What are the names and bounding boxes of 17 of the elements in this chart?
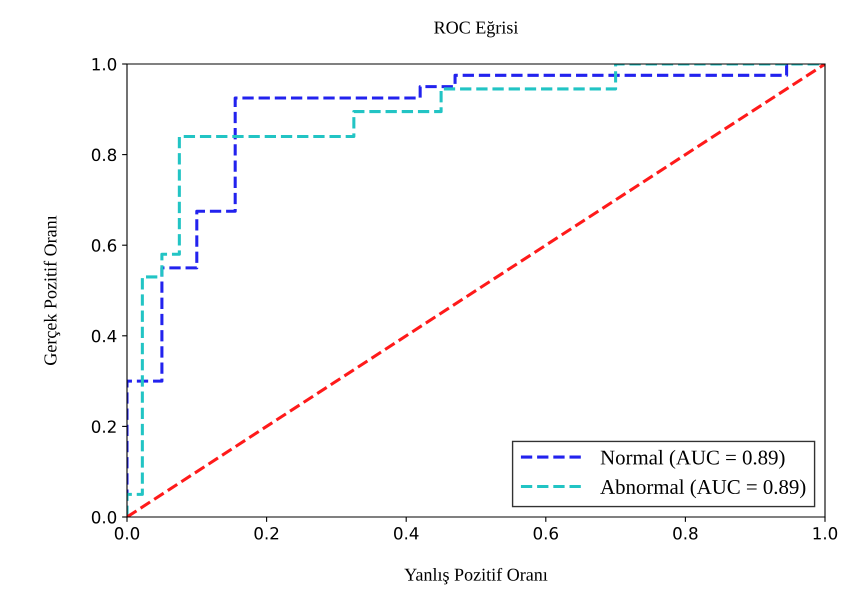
x-tick-label: 0.8 — [673, 527, 698, 540]
x-tick-label: 0.4 — [394, 527, 419, 540]
x-tick-label: 0.0 — [114, 527, 140, 540]
y-tick-label: 0.6 — [92, 239, 116, 252]
y-tick-label: 0.2 — [92, 420, 116, 433]
y-tick-label: 0.4 — [92, 330, 116, 342]
x-tick-label: 0.6 — [534, 527, 558, 540]
y-axis-title: Gerçek Pozitif Oranı — [44, 216, 60, 365]
legend-label: Abnormal (AUC = 0.89) — [600, 479, 806, 498]
y-tick-label: 0.0 — [92, 510, 116, 524]
legend-label: Normal (AUC = 0.89) — [600, 450, 784, 469]
y-tick-label: 0.8 — [92, 148, 116, 162]
x-tick-label: 1.0 — [814, 527, 838, 540]
x-tick-label: 0.2 — [254, 527, 278, 540]
x-axis-title: Yanlış Pozitif Oranı — [404, 568, 548, 584]
y-tick-label: 1.0 — [92, 58, 116, 71]
chart-title: ROC Eğrisi — [434, 21, 518, 38]
